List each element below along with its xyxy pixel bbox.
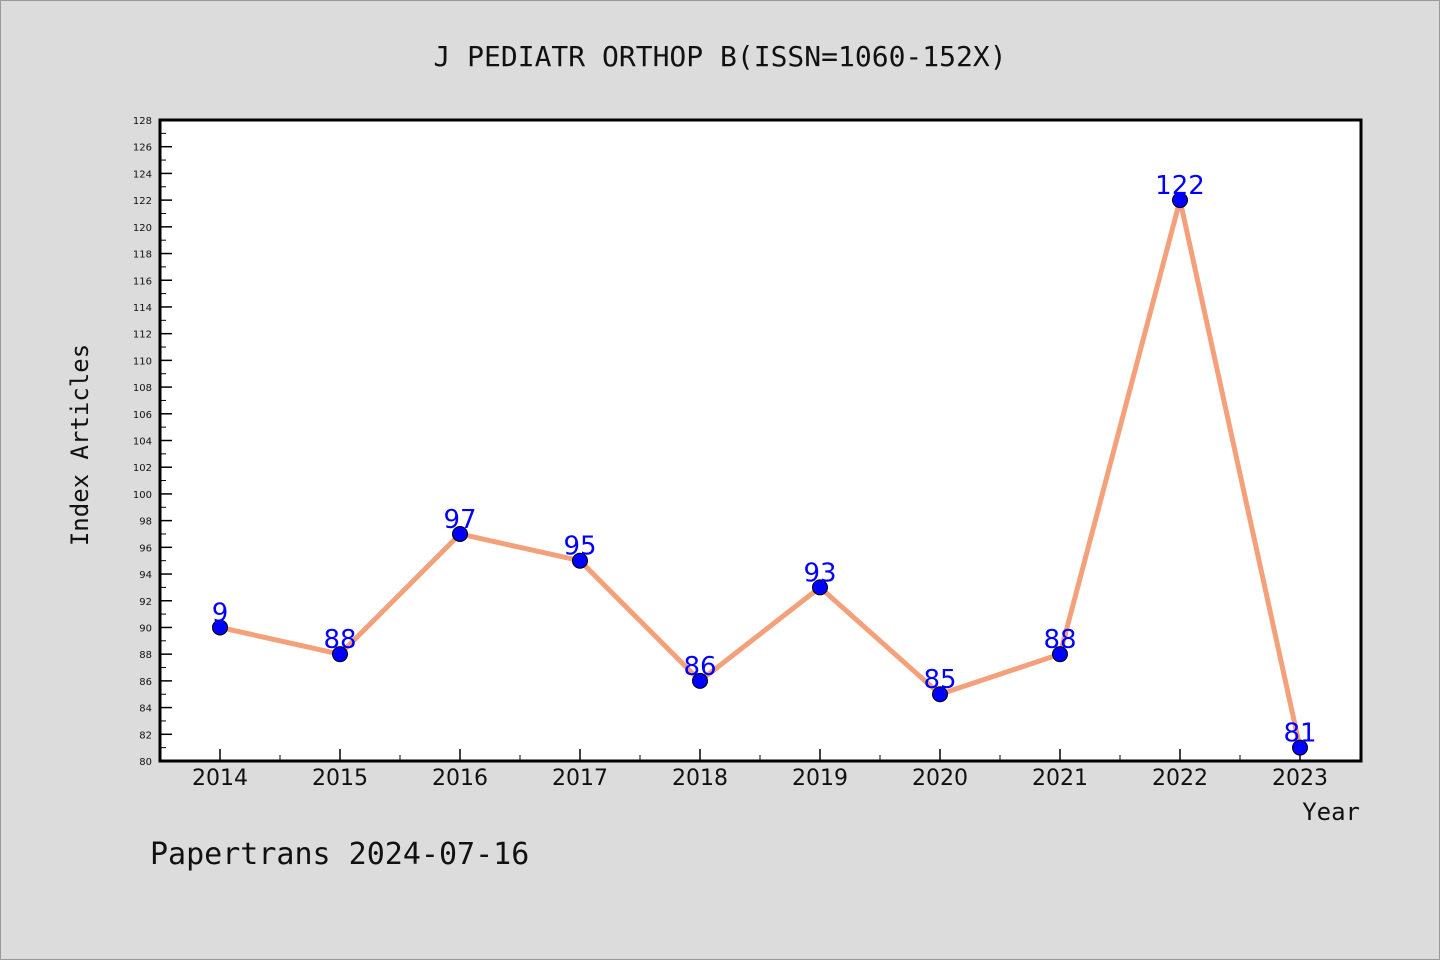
data-label: 9 bbox=[212, 598, 229, 628]
y-tick-label: 116 bbox=[133, 276, 152, 287]
footer-text: Papertrans 2024-07-16 bbox=[150, 837, 529, 872]
y-tick-label: 84 bbox=[139, 704, 152, 715]
series-layer bbox=[212, 192, 1308, 756]
data-point bbox=[452, 525, 468, 542]
x-tick-label: 2015 bbox=[312, 766, 368, 791]
x-axis-title: Year bbox=[1302, 798, 1360, 826]
y-tick-label: 114 bbox=[133, 303, 152, 314]
x-tick-label: 2016 bbox=[432, 766, 488, 791]
data-label: 122 bbox=[1155, 171, 1205, 201]
chart-title: J PEDIATR ORTHOP B(ISSN=1060-152X) bbox=[433, 40, 1006, 73]
data-label: 93 bbox=[803, 558, 836, 588]
y-tick-label: 128 bbox=[133, 116, 152, 127]
y-axis: 80 82 84 86 88 90 92 94 96 98 100 102 104 106 108 110 11… bbox=[133, 116, 172, 768]
y-tick-label: 112 bbox=[133, 330, 152, 341]
data-point bbox=[572, 552, 588, 569]
y-tick-label: 110 bbox=[133, 356, 152, 367]
data-label: 81 bbox=[1283, 719, 1316, 749]
plot-area bbox=[158, 118, 1363, 763]
y-tick-label: 88 bbox=[139, 650, 152, 661]
y-tick-label: 122 bbox=[133, 196, 152, 207]
data-point bbox=[332, 646, 348, 663]
x-tick-label: 2021 bbox=[1032, 766, 1088, 791]
x-axis: 2014 2015 2016 2017 2018 2019 2020 2021 2022 2023 bbox=[192, 749, 1328, 791]
y-tick-label: 98 bbox=[139, 517, 152, 528]
y-tick-label: 92 bbox=[139, 597, 152, 608]
data-point bbox=[812, 579, 828, 596]
data-point bbox=[212, 619, 228, 636]
y-tick-label: 118 bbox=[133, 250, 152, 261]
x-tick-label: 2019 bbox=[792, 766, 848, 791]
y-tick-label: 126 bbox=[133, 143, 152, 154]
x-tick-label: 2022 bbox=[1152, 766, 1208, 791]
x-tick-label: 2020 bbox=[912, 766, 968, 791]
y-tick-label: 86 bbox=[139, 677, 152, 688]
data-point bbox=[692, 672, 708, 689]
y-tick-label: 124 bbox=[133, 169, 152, 180]
data-point bbox=[1292, 739, 1308, 756]
y-tick-label: 106 bbox=[133, 410, 152, 421]
data-label: 85 bbox=[923, 665, 956, 695]
x-tick-label: 2018 bbox=[672, 766, 728, 791]
x-tick-label: 2017 bbox=[552, 766, 608, 791]
y-tick-label: 96 bbox=[139, 543, 152, 554]
data-label: 88 bbox=[1043, 625, 1076, 655]
y-tick-label: 102 bbox=[133, 463, 152, 474]
y-tick-label: 80 bbox=[139, 757, 152, 768]
data-point bbox=[932, 686, 948, 703]
data-label: 88 bbox=[323, 625, 356, 655]
y-tick-label: 94 bbox=[139, 570, 152, 581]
y-tick-label: 90 bbox=[139, 623, 152, 634]
data-point bbox=[1052, 646, 1068, 663]
y-tick-label: 100 bbox=[133, 490, 152, 501]
x-tick-label: 2014 bbox=[192, 766, 248, 791]
x-tick-label: 2023 bbox=[1272, 766, 1328, 791]
data-labels-layer: 9 88 97 95 86 93 85 88 122 81 bbox=[212, 171, 1317, 749]
data-label: 95 bbox=[563, 532, 596, 562]
data-point bbox=[1172, 192, 1188, 209]
y-tick-label: 120 bbox=[133, 223, 152, 234]
y-tick-label: 104 bbox=[133, 437, 152, 448]
series-line bbox=[219, 197, 1303, 749]
y-tick-label: 82 bbox=[139, 730, 152, 741]
data-label: 97 bbox=[443, 505, 476, 535]
y-axis-title: Index Articles bbox=[66, 344, 94, 546]
y-tick-label: 108 bbox=[133, 383, 152, 394]
data-label: 86 bbox=[683, 652, 716, 682]
